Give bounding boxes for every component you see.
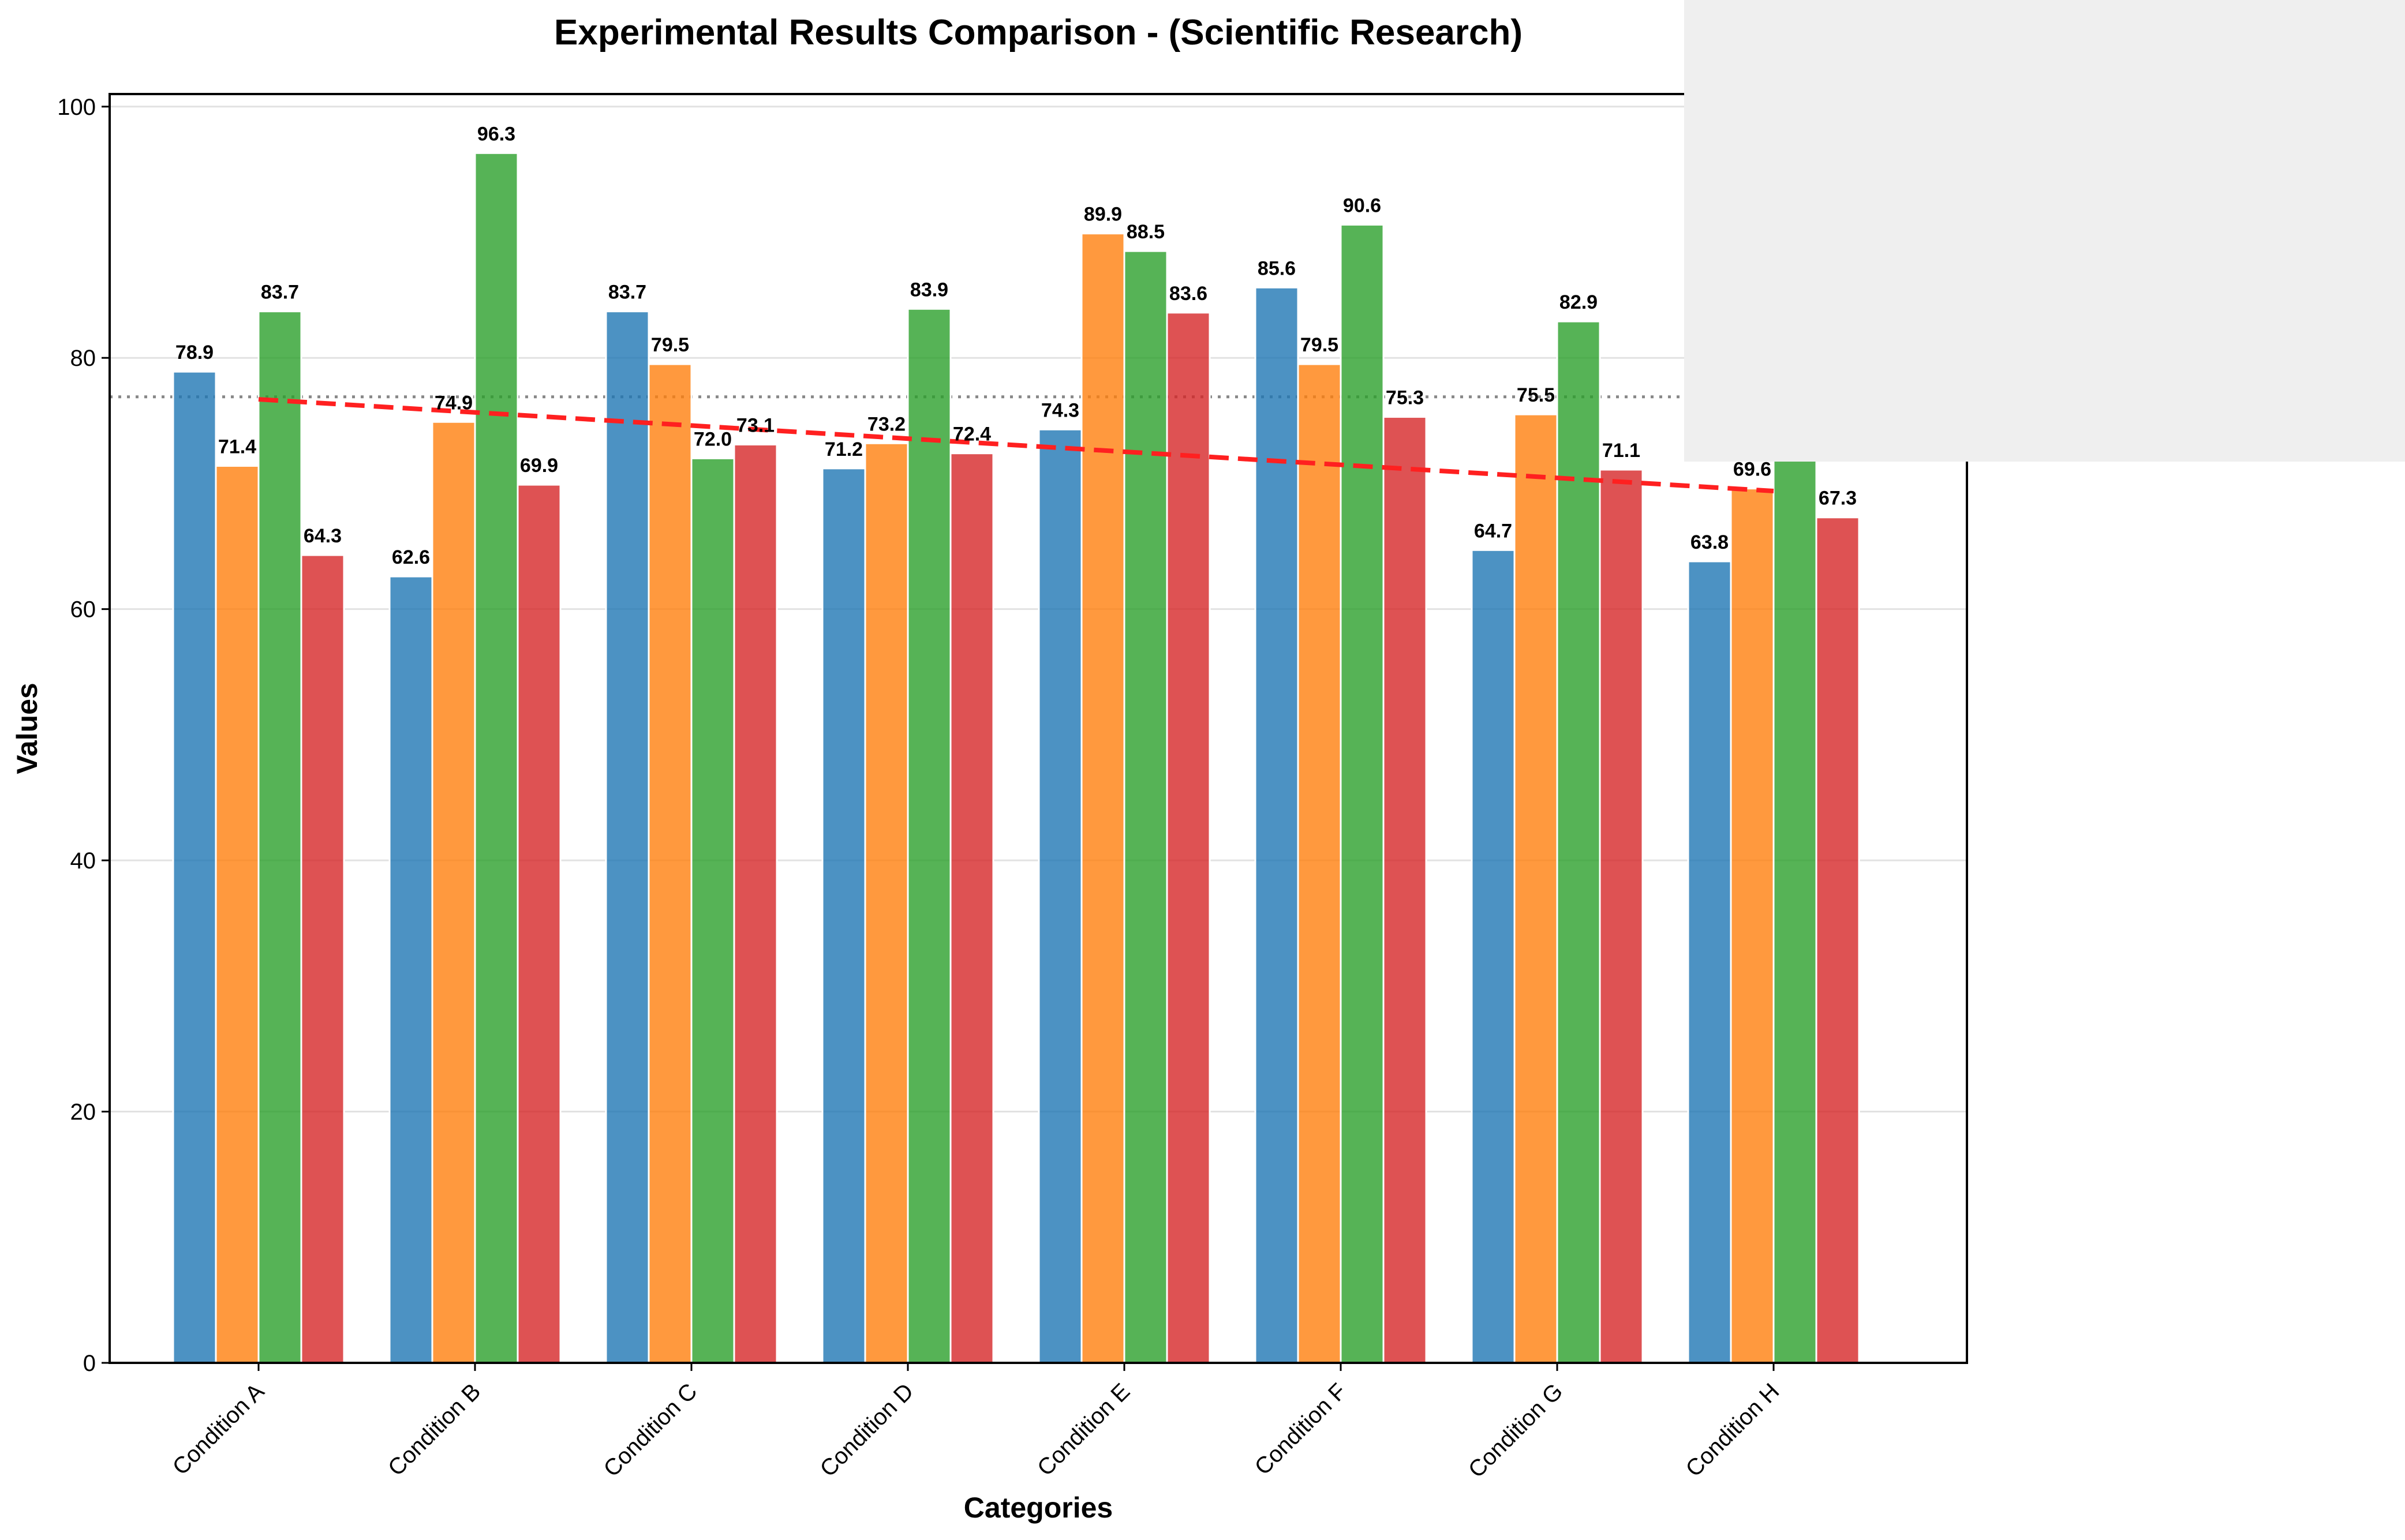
data-label: 63.8 — [1690, 531, 1729, 553]
data-label: 74.3 — [1041, 399, 1079, 421]
bar — [172, 370, 217, 1364]
bar — [1166, 312, 1211, 1364]
data-label: 83.6 — [1169, 283, 1207, 305]
bar — [949, 452, 994, 1364]
data-label: 83.7 — [608, 282, 646, 303]
x-tick-label: Condition C — [599, 1378, 702, 1482]
y-tick-label: 20 — [70, 1100, 96, 1125]
data-label: 71.2 — [825, 439, 863, 460]
data-label: 71.4 — [218, 436, 256, 458]
data-label: 83.9 — [910, 279, 948, 301]
bar — [1513, 413, 1558, 1364]
data-label: 82.9 — [1559, 291, 1598, 313]
bar — [1123, 250, 1168, 1364]
bar — [1730, 488, 1775, 1364]
trend-line — [258, 397, 1774, 493]
bar — [474, 152, 519, 1364]
bar — [1297, 363, 1342, 1364]
bar — [1080, 233, 1125, 1364]
x-tick-label: Condition H — [1681, 1378, 1784, 1482]
bars — [172, 152, 1860, 1364]
data-label: 64.3 — [304, 525, 342, 547]
bar — [1687, 560, 1732, 1364]
x-tick-label: Condition G — [1464, 1378, 1568, 1482]
data-label: 74.9 — [435, 392, 473, 414]
bar — [388, 575, 433, 1364]
bar — [1382, 416, 1427, 1364]
x-tick-label: Condition E — [1033, 1378, 1135, 1481]
bar — [648, 363, 693, 1364]
bar — [1772, 459, 1817, 1364]
bar — [257, 310, 302, 1364]
bar — [733, 443, 778, 1364]
data-label: 73.2 — [867, 413, 906, 435]
bar — [1556, 320, 1601, 1364]
bar — [431, 421, 476, 1364]
data-label: 64.7 — [1474, 520, 1512, 542]
y-tick-label: 100 — [57, 95, 96, 120]
data-label: 83.7 — [261, 282, 299, 303]
bar — [1038, 428, 1083, 1364]
bar — [1340, 223, 1385, 1364]
bar — [300, 554, 345, 1364]
bar — [215, 464, 260, 1364]
bar — [1471, 549, 1516, 1364]
bar — [1599, 469, 1644, 1364]
bar — [1254, 286, 1299, 1364]
bar — [517, 484, 562, 1364]
data-label: 75.3 — [1386, 387, 1424, 409]
y-tick-label: 80 — [70, 346, 96, 371]
bar — [690, 457, 735, 1364]
data-label: 85.6 — [1258, 257, 1296, 279]
data-label: 67.3 — [1819, 488, 1857, 509]
bar — [864, 442, 909, 1364]
overlay-panel — [1684, 0, 2405, 462]
bar — [907, 308, 952, 1364]
trend-line — [258, 397, 1774, 493]
plot-frame — [109, 93, 1968, 1364]
data-label: 89.9 — [1084, 204, 1122, 226]
data-label: 88.5 — [1127, 221, 1165, 243]
x-tick-label: Condition F — [1250, 1378, 1352, 1480]
y-tick-label: 0 — [83, 1351, 96, 1376]
x-axis-label: Categories — [964, 1492, 1113, 1524]
chart-title: Experimental Results Comparison - (Scien… — [554, 13, 1523, 53]
data-label: 69.9 — [520, 455, 558, 477]
x-tick-label: Condition A — [168, 1378, 270, 1480]
data-label: 72.0 — [694, 428, 732, 450]
data-label: 96.3 — [477, 123, 515, 145]
data-label: 69.6 — [1733, 459, 1771, 481]
data-label: 62.6 — [392, 546, 430, 568]
data-label: 75.5 — [1517, 384, 1555, 406]
data-label: 72.4 — [953, 424, 991, 445]
data-label: 78.9 — [175, 342, 214, 364]
x-tick-label: Condition D — [815, 1378, 918, 1482]
bar — [821, 467, 866, 1364]
bar — [1815, 516, 1860, 1364]
data-label: 73.1 — [736, 414, 775, 436]
data-labels: 78.9 71.4 83.7 64.3 62.6 74.9 96.3 69.9 83.7 79.5… — [175, 123, 1857, 568]
y-tick-label: 40 — [70, 848, 96, 874]
y-axis-label: Values — [11, 683, 43, 774]
data-label: 79.5 — [1300, 334, 1338, 356]
bar — [605, 310, 650, 1364]
data-label: 90.6 — [1343, 194, 1381, 216]
data-label: 71.1 — [1602, 440, 1640, 462]
y-tick-label: 60 — [70, 597, 96, 623]
x-tick-label: Condition B — [383, 1378, 485, 1481]
data-label: 79.5 — [651, 334, 689, 356]
